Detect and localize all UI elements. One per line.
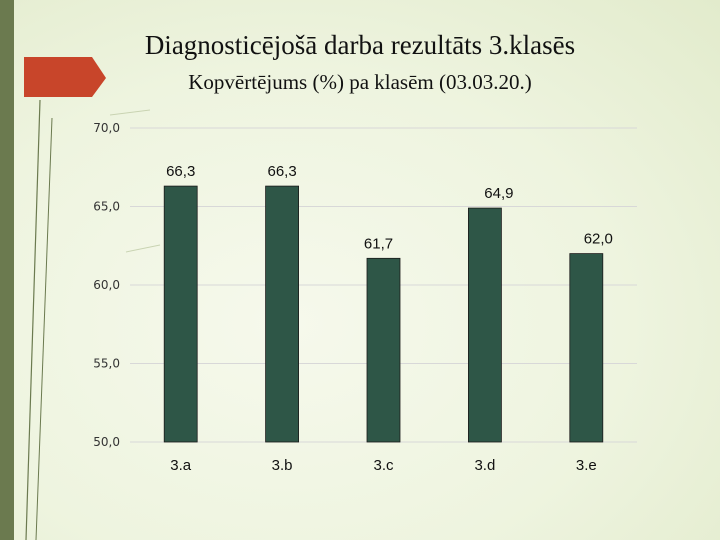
x-axis-categories: 3.a 3.b 3.c 3.d 3.e [170, 457, 596, 474]
category-label: 3.a [170, 457, 192, 474]
y-tick-label: 70,0 [93, 121, 120, 135]
chart-subtitle: Kopvērtējums (%) pa klasēm (03.03.20.) [188, 70, 532, 94]
y-axis-ticks: 70,0 65,0 60,0 55,0 50,0 [93, 121, 120, 449]
data-label: 66,3 [166, 163, 195, 180]
data-labels: 66,3 66,3 61,7 64,9 62,0 [166, 163, 613, 252]
data-label: 64,9 [484, 185, 513, 202]
y-tick-label: 55,0 [93, 357, 120, 371]
y-tick-label: 60,0 [93, 278, 120, 292]
data-label: 62,0 [584, 231, 613, 248]
category-label: 3.e [576, 457, 597, 474]
left-decorative-band [0, 0, 14, 540]
y-tick-label: 50,0 [93, 435, 120, 449]
category-label: 3.b [272, 457, 293, 474]
bars [163, 185, 604, 443]
bar [265, 185, 300, 443]
slide-title: Diagnosticējošā darba rezultāts 3.klasēs [144, 30, 576, 60]
bar [569, 253, 604, 443]
category-label: 3.d [474, 457, 495, 474]
data-label: 66,3 [267, 163, 296, 180]
bar [163, 185, 198, 443]
y-tick-label: 65,0 [93, 200, 120, 214]
category-label: 3.c [373, 457, 394, 474]
data-label: 61,7 [364, 235, 393, 252]
bar [467, 207, 502, 443]
gridlines [130, 127, 637, 443]
bar [366, 257, 401, 443]
